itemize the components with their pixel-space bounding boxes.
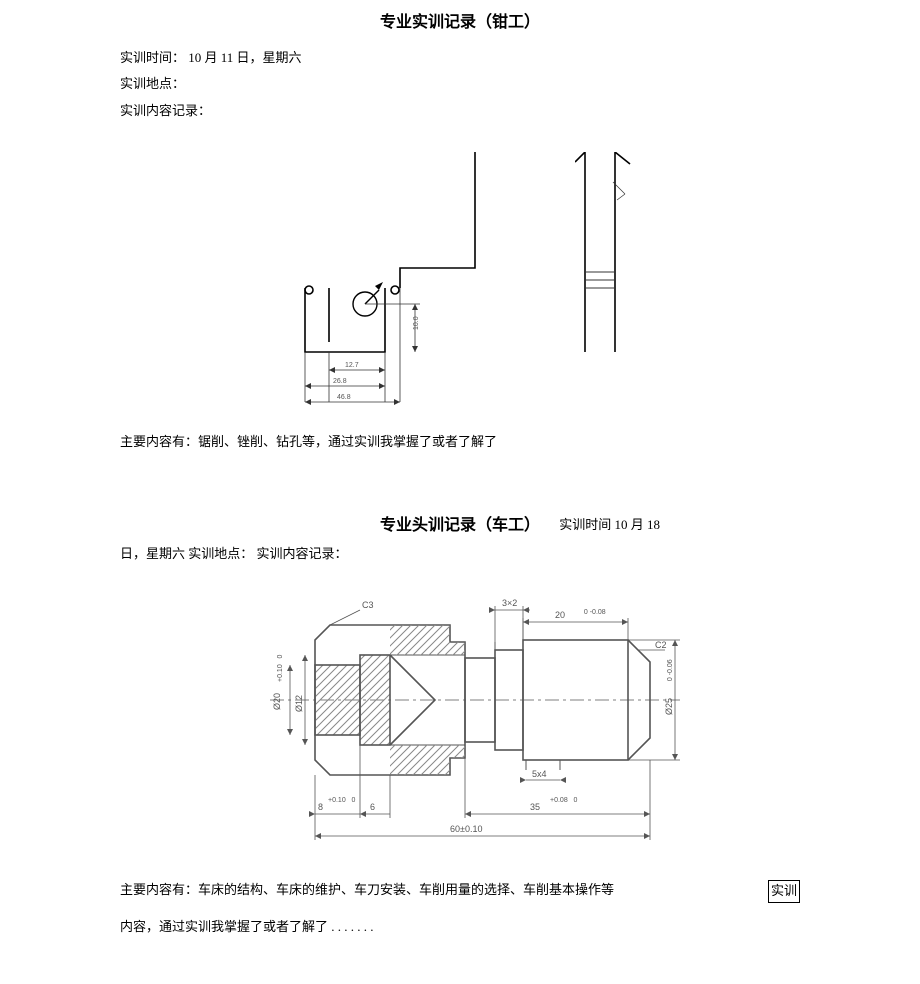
badge-shixun: 实训 — [768, 880, 800, 903]
title-2: 专业头训记录（车工） — [120, 513, 800, 539]
time-label: 实训时间： — [120, 50, 185, 65]
summary-2: 主要内容有：车床的结构、车床的维护、车刀安装、车削用量的选择、车削基本操作等 — [120, 880, 614, 901]
dim-c2: C2 — [655, 640, 667, 650]
dim-8: 8 — [318, 802, 323, 812]
time-inline: 实训时间 10 月 18 — [559, 515, 660, 536]
dim-20: 20 — [555, 610, 565, 620]
summary-2-tail: 内容，通过实训我掌握了或者了解了 . . . . . . . — [120, 917, 800, 938]
dim-35tol: +0.08 0 — [550, 797, 578, 804]
time-value: 10 月 11 日，星期六 — [185, 50, 302, 65]
dim-46: 46.8 — [337, 394, 351, 401]
diagram-strip — [575, 152, 635, 352]
dim-d25tol: 0 -0.06 — [667, 659, 674, 685]
dim-12: 12.7 — [345, 362, 359, 369]
dim-d12: Ø12 — [294, 695, 304, 712]
dim-8tol: +0.10 0 — [328, 797, 356, 804]
dim-5x4: 5x4 — [532, 769, 547, 779]
dim-d20: Ø20 — [272, 693, 282, 710]
diagram-bracket: 12.7 26.8 46.8 10.0 — [285, 152, 495, 412]
title-2-text: 专业头训记录（车工） — [380, 517, 540, 534]
diagram-shaft: 3×2 20 0 -0.08 C3 C2 Ø20 +0.10 0 Ø12 Ø25… — [210, 570, 710, 870]
dim-6: 6 — [370, 802, 375, 812]
dim-c3: C3 — [362, 600, 374, 610]
dim-60: 60±0.10 — [450, 824, 482, 834]
dim-26: 26.8 — [333, 378, 347, 385]
dim-d25: Ø25 — [664, 698, 674, 715]
title-1: 专业实训记录（钳工） — [120, 10, 800, 36]
place-line: 实训地点： — [120, 74, 800, 95]
dim-v10: 10.0 — [413, 316, 420, 330]
section2-line: 日，星期六 实训地点： 实训内容记录： — [120, 544, 800, 565]
diagram-row-1: 12.7 26.8 46.8 10.0 — [120, 152, 800, 412]
dim-3x2: 3×2 — [502, 598, 517, 608]
dim-35: 35 — [530, 802, 540, 812]
dim-20tol: 0 -0.08 — [580, 609, 606, 616]
summary-1: 主要内容有：锯削、锉削、钻孔等，通过实训我掌握了或者了解了 — [120, 432, 800, 453]
content-line: 实训内容记录： — [120, 101, 800, 122]
dim-d20tol: +0.10 0 — [277, 655, 284, 683]
time-line: 实训时间： 10 月 11 日，星期六 — [120, 48, 800, 69]
